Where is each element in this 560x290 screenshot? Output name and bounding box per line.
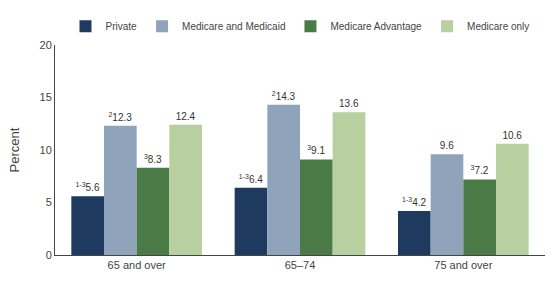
svg-text:65 and over: 65 and over <box>108 259 166 271</box>
svg-text:Medicare Advantage: Medicare Advantage <box>330 21 422 32</box>
svg-text:Medicare and Medicaid: Medicare and Medicaid <box>182 21 285 32</box>
svg-text:​2​14.3: ​2​14.3 <box>272 90 296 102</box>
svg-text:20: 20 <box>40 39 52 51</box>
svg-text:​3​9.1: ​3​9.1 <box>307 144 325 156</box>
svg-text:​3​7.2: ​3​7.2 <box>471 164 489 176</box>
svg-text:0: 0 <box>46 249 52 261</box>
svg-text:75 and over: 75 and over <box>434 259 492 271</box>
svg-text:15: 15 <box>40 91 52 103</box>
svg-text:​1-3​4.2: ​1-3​4.2 <box>402 196 426 208</box>
svg-text:Private: Private <box>106 21 138 32</box>
svg-text:5: 5 <box>46 196 52 208</box>
svg-text:12.4: 12.4 <box>176 111 196 122</box>
svg-text:10: 10 <box>40 144 52 156</box>
svg-text:​2​12.3: ​2​12.3 <box>108 111 132 123</box>
svg-text:65–74: 65–74 <box>285 259 316 271</box>
svg-text:9.6: 9.6 <box>440 140 454 151</box>
svg-text:​1-3​6.4: ​1-3​6.4 <box>239 173 263 185</box>
svg-text:13.6: 13.6 <box>339 98 359 109</box>
svg-text:Medicare only: Medicare only <box>467 21 529 32</box>
svg-text:10.6: 10.6 <box>502 130 522 141</box>
svg-text:Percent: Percent <box>7 127 22 172</box>
svg-text:​1-3​5.6: ​1-3​5.6 <box>75 181 99 193</box>
svg-text:​3​8.3: ​3​8.3 <box>144 153 162 165</box>
